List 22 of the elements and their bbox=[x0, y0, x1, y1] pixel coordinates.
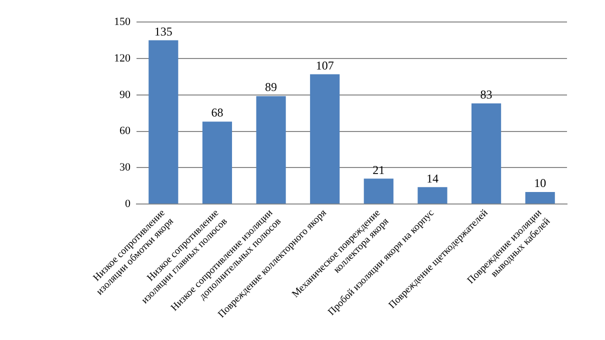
bar bbox=[310, 74, 340, 204]
data-label: 83 bbox=[480, 88, 492, 102]
data-label: 14 bbox=[426, 171, 438, 186]
bar bbox=[525, 192, 555, 204]
y-tick-label: 30 bbox=[120, 162, 131, 174]
bar bbox=[202, 122, 232, 204]
data-label: 107 bbox=[316, 58, 334, 72]
y-tick-label: 120 bbox=[114, 52, 131, 64]
y-tick-label: 150 bbox=[114, 16, 131, 28]
data-label: 68 bbox=[211, 106, 224, 120]
data-label: 10 bbox=[534, 176, 546, 190]
bar bbox=[471, 103, 502, 204]
bar bbox=[364, 178, 394, 204]
y-tick-label: 0 bbox=[125, 198, 131, 210]
data-label: 89 bbox=[265, 80, 278, 94]
data-label: 21 bbox=[372, 162, 385, 177]
data-label: 135 bbox=[154, 24, 172, 38]
y-tick-label: 60 bbox=[120, 125, 131, 138]
bar bbox=[418, 187, 448, 204]
bar bbox=[256, 96, 286, 204]
y-tick-label: 90 bbox=[120, 88, 131, 101]
bar bbox=[148, 40, 178, 204]
